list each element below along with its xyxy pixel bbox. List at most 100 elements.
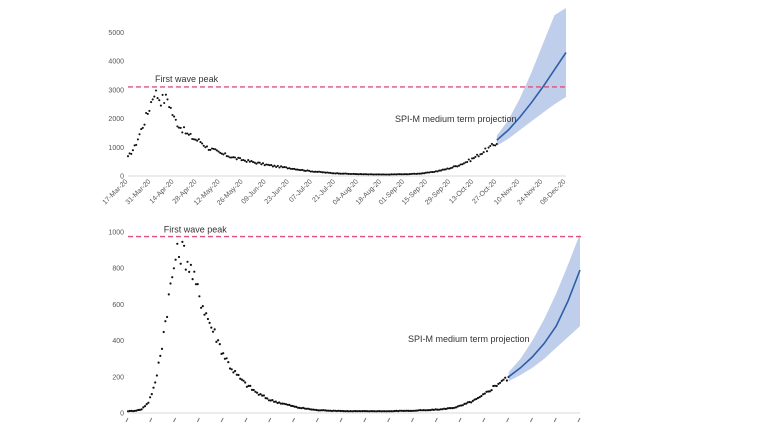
observed-point	[259, 393, 262, 396]
observed-point	[245, 160, 248, 163]
observed-point	[339, 409, 342, 413]
observed-point	[281, 166, 284, 169]
observed-point	[446, 167, 449, 170]
y-tick-label: 5000	[108, 30, 124, 37]
observed-point	[405, 173, 408, 176]
observed-point	[370, 173, 373, 176]
observed-point	[171, 113, 174, 117]
observed-point	[451, 407, 454, 410]
observed-point	[184, 132, 187, 135]
observed-point	[415, 172, 418, 175]
observed-point	[477, 155, 480, 158]
observed-point	[176, 125, 179, 128]
observed-point	[408, 173, 411, 176]
observed-point	[499, 381, 502, 384]
observed-point	[388, 173, 391, 176]
y-tick-label: 3000	[108, 87, 124, 94]
observed-point	[403, 409, 407, 412]
observed-point	[249, 384, 252, 387]
observed-point	[325, 409, 328, 412]
observed-point	[474, 155, 477, 158]
x-tick-mark	[387, 417, 391, 423]
observed-point	[191, 278, 194, 281]
observed-point	[232, 371, 235, 374]
observed-point	[153, 95, 156, 98]
observed-point	[317, 409, 320, 412]
observed-point	[266, 397, 269, 400]
observed-point	[497, 382, 500, 385]
observed-point	[395, 409, 398, 412]
observed-point	[439, 408, 442, 411]
observed-point	[201, 305, 204, 308]
x-tick-mark	[577, 417, 581, 423]
observed-point	[341, 172, 344, 175]
observed-point	[217, 339, 220, 342]
observed-point	[162, 330, 165, 334]
observed-point	[505, 379, 508, 382]
observed-point	[293, 167, 296, 170]
observed-point	[490, 389, 493, 392]
observed-point	[360, 173, 363, 176]
observed-point	[311, 170, 314, 173]
observed-point	[471, 157, 474, 160]
observed-point	[359, 173, 362, 176]
observed-point	[483, 392, 486, 395]
observed-point	[138, 408, 141, 411]
observed-point	[264, 397, 267, 400]
observed-point	[426, 409, 429, 412]
observed-point	[166, 315, 169, 319]
observed-point	[398, 409, 401, 412]
observed-point	[396, 173, 400, 176]
observed-point	[331, 172, 334, 175]
observed-point	[330, 409, 333, 413]
observed-point	[289, 167, 293, 170]
observed-point	[405, 409, 408, 412]
observed-point	[418, 172, 421, 175]
observed-point	[177, 255, 181, 259]
observed-point	[426, 171, 429, 174]
observed-point	[285, 166, 288, 169]
observed-point	[151, 98, 154, 101]
observed-point	[136, 138, 139, 141]
observed-point	[390, 410, 393, 413]
observed-point	[243, 159, 246, 162]
observed-point	[466, 160, 469, 164]
x-tick-mark	[196, 417, 200, 423]
observed-point	[480, 152, 484, 155]
observed-point	[147, 401, 150, 404]
observed-point	[479, 153, 482, 156]
observed-point	[413, 172, 416, 175]
observed-point	[196, 283, 199, 286]
observed-point	[326, 171, 329, 174]
observed-point	[352, 172, 355, 175]
observed-point	[439, 169, 442, 172]
projection-label-bottom: SPI-M medium term projection	[408, 334, 530, 344]
observed-point	[173, 115, 176, 118]
observed-point	[388, 410, 391, 413]
x-tick-label: 07-Jul-20	[288, 178, 314, 204]
observed-point	[487, 390, 490, 393]
x-tick-mark	[173, 417, 177, 423]
observed-point	[171, 276, 174, 279]
observed-point	[393, 173, 396, 176]
observed-point	[322, 171, 325, 174]
observed-point	[296, 168, 299, 171]
observed-point	[267, 399, 271, 402]
observed-point	[411, 172, 414, 175]
observed-point	[198, 295, 201, 298]
observed-point	[263, 164, 266, 167]
projection-band-bottom	[508, 233, 580, 382]
observed-point	[229, 156, 232, 159]
observed-point	[452, 165, 456, 168]
observed-point	[181, 240, 184, 243]
x-axis-top: 17-Mar-2031-Mar-2014-Apr-2028-Apr-2012-M…	[102, 178, 568, 207]
projection-interval	[508, 233, 580, 382]
observed-point	[238, 157, 242, 160]
observed-point	[199, 141, 202, 144]
observed-point	[459, 163, 462, 166]
x-tick-mark	[458, 417, 462, 423]
observed-point	[169, 282, 172, 285]
observed-point	[317, 170, 321, 173]
observed-point	[281, 402, 284, 405]
observed-point	[293, 405, 296, 408]
